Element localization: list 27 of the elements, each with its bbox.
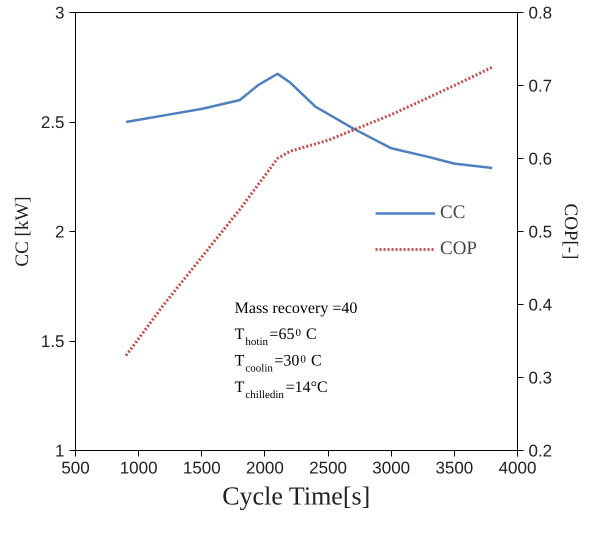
y2-tick-label: 0.4 — [528, 296, 552, 314]
x-tick-label: 2500 — [309, 458, 347, 478]
x-tick-label: 1000 — [120, 458, 158, 478]
y2-tick-label: 0.8 — [528, 4, 552, 22]
y-tick-label: 3 — [55, 4, 65, 22]
x-tick-label: 2000 — [246, 458, 284, 478]
y2-axis-title: COP[-] — [560, 204, 582, 260]
line-series — [124, 72, 494, 170]
y-axis-title: CC [kW] — [12, 196, 33, 267]
x-tick-label: 3500 — [435, 458, 474, 478]
y2-tick-label: 0.3 — [528, 368, 552, 388]
y-tick-label: 1.5 — [40, 332, 65, 351]
x-tick-label: 500 — [61, 458, 90, 478]
legend-label: CC — [440, 202, 466, 224]
x-tick-label: 1500 — [182, 458, 221, 478]
y2-tick-label: 0.5 — [528, 222, 552, 242]
y-tick-label: 2 — [55, 222, 65, 242]
y2-tick-label: 0.2 — [528, 442, 552, 460]
y-tick-label: 2.5 — [40, 113, 65, 132]
y2-tick-label: 0.6 — [528, 150, 552, 168]
y-tick-label: 1 — [55, 442, 65, 460]
legend-label: COP — [440, 238, 477, 260]
x-axis-title: Cycle Time[s] — [222, 482, 370, 510]
x-tick-label: 3000 — [372, 458, 410, 478]
x-tick-label: 4000 — [498, 458, 536, 478]
y2-tick-label: 0.7 — [528, 76, 552, 96]
annotation: Mass recovery =40 — [234, 300, 358, 317]
